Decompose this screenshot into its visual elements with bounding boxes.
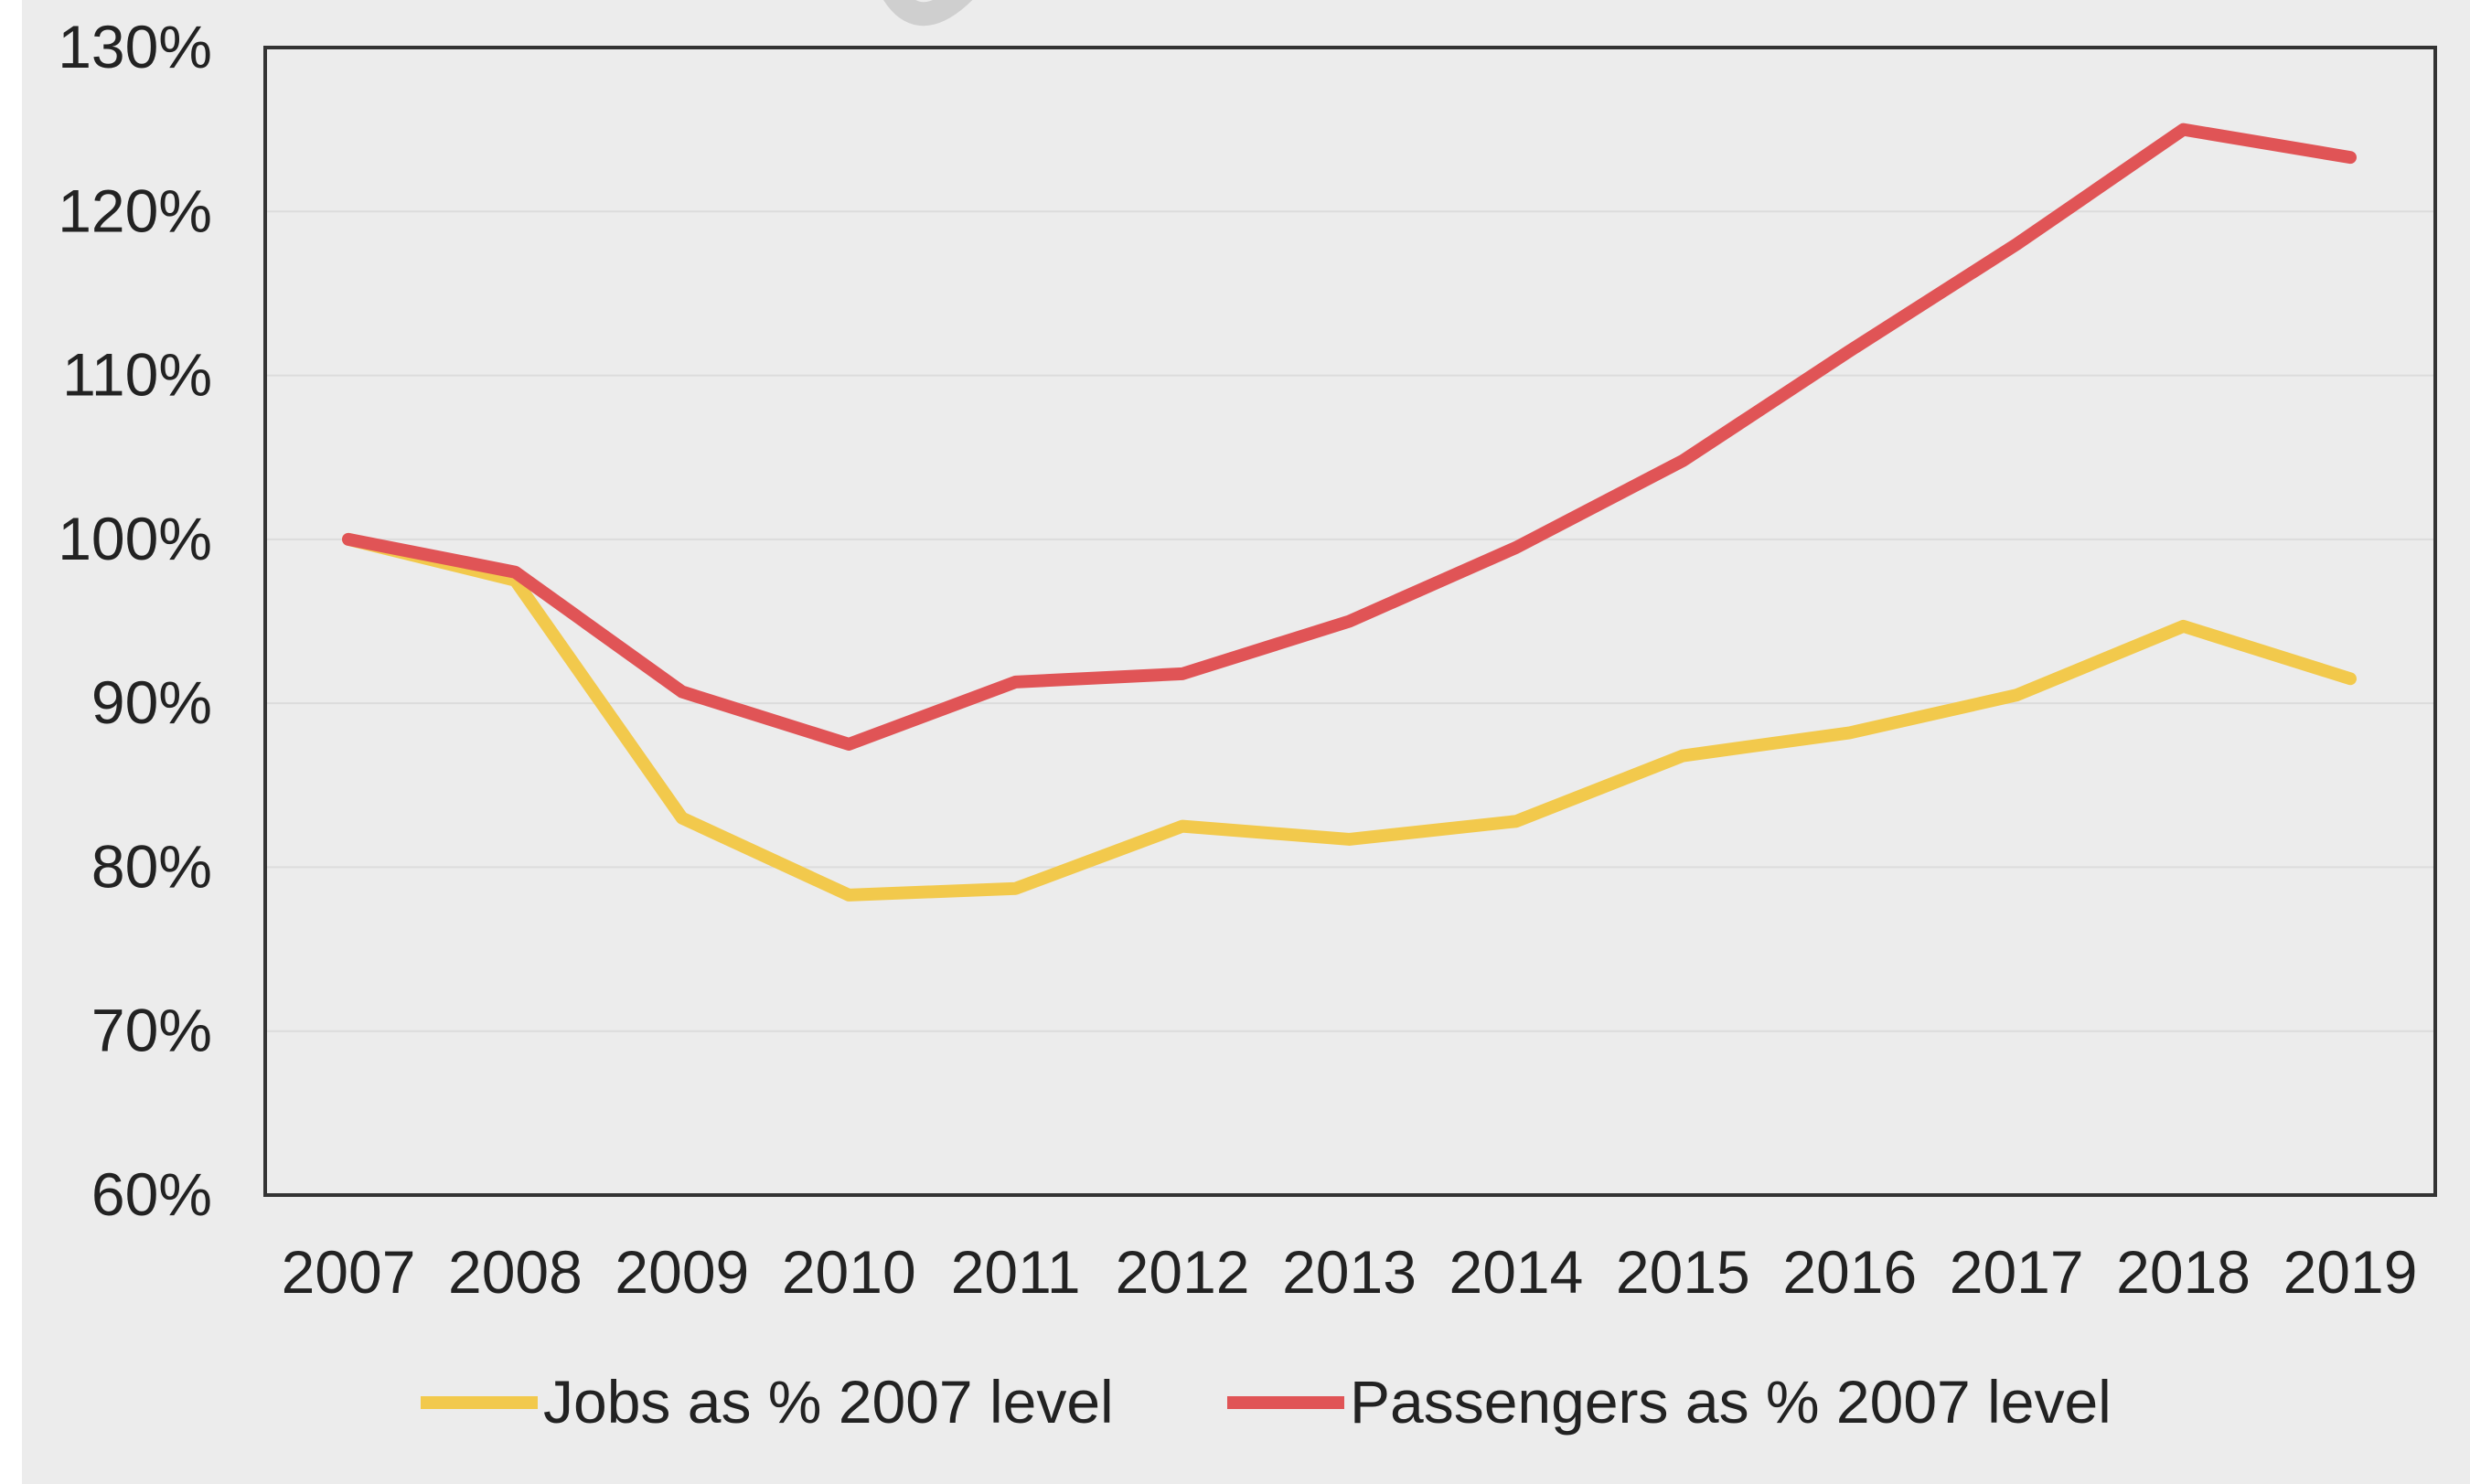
x-tick-label: 2011 bbox=[951, 1238, 1081, 1306]
x-tick-label: 2019 bbox=[2283, 1238, 2418, 1306]
y-tick-label: 60% bbox=[91, 1160, 212, 1228]
x-tick-label: 2008 bbox=[448, 1238, 583, 1306]
series-line-passengers bbox=[342, 123, 2357, 751]
gridlines bbox=[265, 210, 2435, 1032]
y-tick-label: 100% bbox=[58, 505, 212, 572]
y-tick-label: 80% bbox=[91, 832, 212, 900]
y-tick-label: 120% bbox=[58, 176, 212, 244]
x-tick-label: 2007 bbox=[282, 1238, 416, 1306]
legend-item-passengers: Passengers as % 2007 level bbox=[1227, 1368, 2112, 1436]
plot-area-frame bbox=[263, 46, 2437, 1197]
x-tick-label: 2013 bbox=[1282, 1238, 1417, 1306]
legend-label: Passengers as % 2007 level bbox=[1350, 1368, 2112, 1436]
series-line-jobs bbox=[342, 532, 2357, 902]
x-tick-label: 2018 bbox=[2116, 1238, 2251, 1306]
x-tick-label: 2010 bbox=[782, 1238, 916, 1306]
watermark-fragment bbox=[883, 0, 973, 26]
x-tick-label: 2015 bbox=[1616, 1238, 1750, 1306]
y-tick-label: 130% bbox=[58, 13, 212, 80]
chart-panel bbox=[22, 0, 2470, 1484]
y-tick-label: 90% bbox=[91, 668, 212, 736]
legend: Jobs as % 2007 level Passengers as % 2007… bbox=[421, 1368, 2112, 1436]
legend-item-jobs: Jobs as % 2007 level bbox=[421, 1368, 1114, 1436]
y-axis-tick-labels: 60% 70% 80% 90% 100% 110% 120% 130% bbox=[58, 13, 212, 1228]
y-tick-label: 70% bbox=[91, 997, 212, 1064]
legend-label: Jobs as % 2007 level bbox=[543, 1368, 1114, 1436]
x-tick-label: 2017 bbox=[1950, 1238, 2084, 1306]
series-lines bbox=[342, 123, 2357, 902]
x-axis-tick-labels: 2007 2008 2009 2010 2011 2012 2013 2014 2015 2016… bbox=[282, 1238, 2418, 1306]
x-tick-label: 2014 bbox=[1449, 1238, 1584, 1306]
x-tick-label: 2016 bbox=[1782, 1238, 1917, 1306]
y-tick-label: 110% bbox=[62, 341, 212, 409]
x-tick-label: 2009 bbox=[615, 1238, 749, 1306]
x-tick-label: 2012 bbox=[1116, 1238, 1250, 1306]
